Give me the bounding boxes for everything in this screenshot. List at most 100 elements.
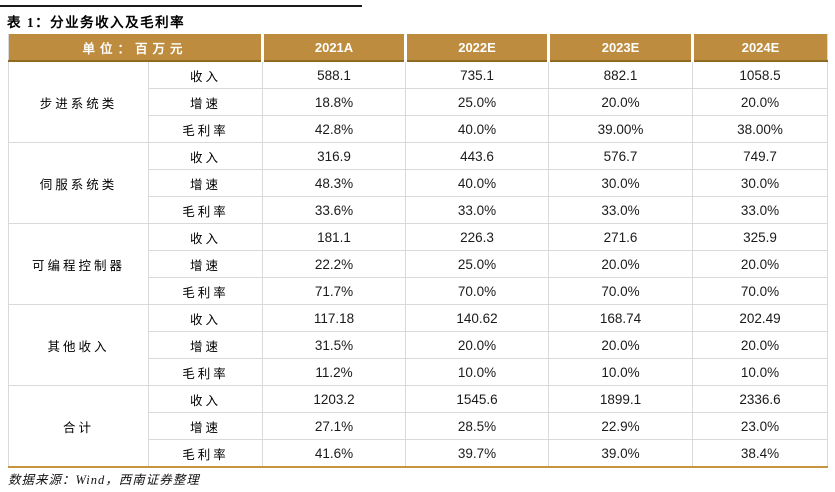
value-cell: 33.0% (548, 196, 694, 224)
value-cell: 2336.6 (692, 385, 829, 413)
value-cell: 325.9 (692, 223, 829, 251)
metric-cell: 收入 (147, 304, 264, 332)
year-header-2024e: 2024E (691, 34, 828, 61)
value-cell: 1058.5 (692, 60, 829, 89)
header-row: 单位：百万元 2021A 2022E 2023E 2024E (8, 34, 828, 61)
value-cell: 38.00% (692, 115, 829, 143)
top-divider-rule (0, 5, 362, 7)
value-cell: 33.0% (692, 196, 829, 224)
value-cell: 31.5% (262, 331, 407, 359)
data-source-note: 数据来源：Wind，西南证券整理 (8, 473, 200, 487)
value-cell: 181.1 (262, 223, 407, 251)
value-cell: 316.9 (262, 142, 407, 170)
value-cell: 20.0% (692, 331, 829, 359)
value-cell: 20.0% (692, 250, 829, 278)
value-cell: 39.00% (548, 115, 694, 143)
metric-cell: 收入 (147, 385, 264, 413)
category-cell: 可编程控制器 (8, 223, 149, 305)
metric-cell: 增速 (147, 88, 264, 116)
category-cell: 伺服系统类 (8, 142, 149, 224)
metric-cell: 毛利率 (147, 439, 264, 468)
value-cell: 41.6% (262, 439, 407, 468)
value-cell: 735.1 (405, 60, 550, 89)
table-row: 伺服系统类 收入 316.9 443.6 576.7 749.7 (8, 142, 829, 224)
value-cell: 443.6 (405, 142, 550, 170)
value-cell: 226.3 (405, 223, 550, 251)
value-cell: 588.1 (262, 60, 407, 89)
table-title: 表 1：分业务收入及毛利率 (7, 15, 186, 30)
table-row: 增速 22.2% 25.0% 20.0% 20.0% (9, 250, 829, 278)
value-cell: 202.49 (692, 304, 829, 332)
unit-header-cell: 单位：百万元 (8, 34, 263, 61)
value-cell: 27.1% (262, 412, 407, 440)
value-cell: 20.0% (548, 88, 694, 116)
value-cell: 11.2% (262, 358, 407, 386)
value-cell: 20.0% (405, 331, 550, 359)
table-row: 毛利率 41.6% 39.7% 39.0% 38.4% (9, 439, 829, 468)
metric-cell: 增速 (147, 250, 264, 278)
value-cell: 10.0% (405, 358, 550, 386)
table-row: 可编程控制器 收入 181.1 226.3 271.6 325.9 (8, 223, 829, 305)
value-cell: 10.0% (548, 358, 694, 386)
value-cell: 117.18 (262, 304, 407, 332)
metric-cell: 增速 (147, 331, 264, 359)
metric-cell: 增速 (147, 412, 264, 440)
metric-cell: 收入 (147, 142, 264, 170)
value-cell: 23.0% (692, 412, 829, 440)
value-cell: 30.0% (692, 169, 829, 197)
metric-cell: 收入 (147, 60, 264, 89)
value-cell: 30.0% (548, 169, 694, 197)
value-cell: 39.7% (405, 439, 550, 468)
value-cell: 22.2% (262, 250, 407, 278)
value-cell: 28.5% (405, 412, 550, 440)
value-cell: 882.1 (548, 60, 694, 89)
value-cell: 42.8% (262, 115, 407, 143)
value-cell: 39.0% (548, 439, 694, 468)
value-cell: 749.7 (692, 142, 829, 170)
business-revenue-table: 单位：百万元 2021A 2022E 2023E 2024E 步进系统类 收入 58… (8, 34, 829, 468)
value-cell: 20.0% (548, 250, 694, 278)
value-cell: 71.7% (262, 277, 407, 305)
value-cell: 38.4% (692, 439, 829, 468)
metric-cell: 毛利率 (147, 196, 264, 224)
metric-cell: 收入 (147, 223, 264, 251)
value-cell: 33.0% (405, 196, 550, 224)
table-row: 合计 收入 1203.2 1545.6 1899.1 2336.6 (8, 385, 829, 468)
year-header-2023e: 2023E (547, 34, 693, 61)
metric-cell: 毛利率 (147, 277, 264, 305)
value-cell: 271.6 (548, 223, 694, 251)
value-cell: 70.0% (548, 277, 694, 305)
table-body: 步进系统类 收入 588.1 735.1 882.1 1058.5 增速 18.8% 25.0%… (8, 60, 829, 468)
value-cell: 20.0% (548, 331, 694, 359)
value-cell: 1899.1 (548, 385, 694, 413)
value-cell: 25.0% (405, 250, 550, 278)
table-row: 毛利率 42.8% 40.0% 39.00% 38.00% (9, 115, 829, 143)
metric-cell: 毛利率 (147, 115, 264, 143)
year-header-2021a: 2021A (261, 34, 406, 61)
table-row: 增速 48.3% 40.0% 30.0% 30.0% (9, 169, 829, 197)
table-row: 步进系统类 收入 588.1 735.1 882.1 1058.5 (8, 60, 829, 143)
value-cell: 20.0% (692, 88, 829, 116)
value-cell: 18.8% (262, 88, 407, 116)
metric-cell: 增速 (147, 169, 264, 197)
value-cell: 40.0% (405, 169, 550, 197)
value-cell: 40.0% (405, 115, 550, 143)
value-cell: 25.0% (405, 88, 550, 116)
category-cell: 其他收入 (8, 304, 149, 386)
table-row: 增速 27.1% 28.5% 22.9% 23.0% (9, 412, 829, 440)
value-cell: 10.0% (692, 358, 829, 386)
category-cell: 步进系统类 (8, 60, 149, 143)
value-cell: 1203.2 (262, 385, 407, 413)
value-cell: 168.74 (548, 304, 694, 332)
category-cell: 合计 (8, 385, 149, 468)
table-row: 毛利率 33.6% 33.0% 33.0% 33.0% (9, 196, 829, 224)
value-cell: 576.7 (548, 142, 694, 170)
metric-cell: 毛利率 (147, 358, 264, 386)
table-row: 其他收入 收入 117.18 140.62 168.74 202.49 (8, 304, 829, 386)
table-header: 单位：百万元 2021A 2022E 2023E 2024E (8, 34, 828, 61)
value-cell: 140.62 (405, 304, 550, 332)
year-header-2022e: 2022E (404, 34, 549, 61)
value-cell: 1545.6 (405, 385, 550, 413)
value-cell: 70.0% (692, 277, 829, 305)
